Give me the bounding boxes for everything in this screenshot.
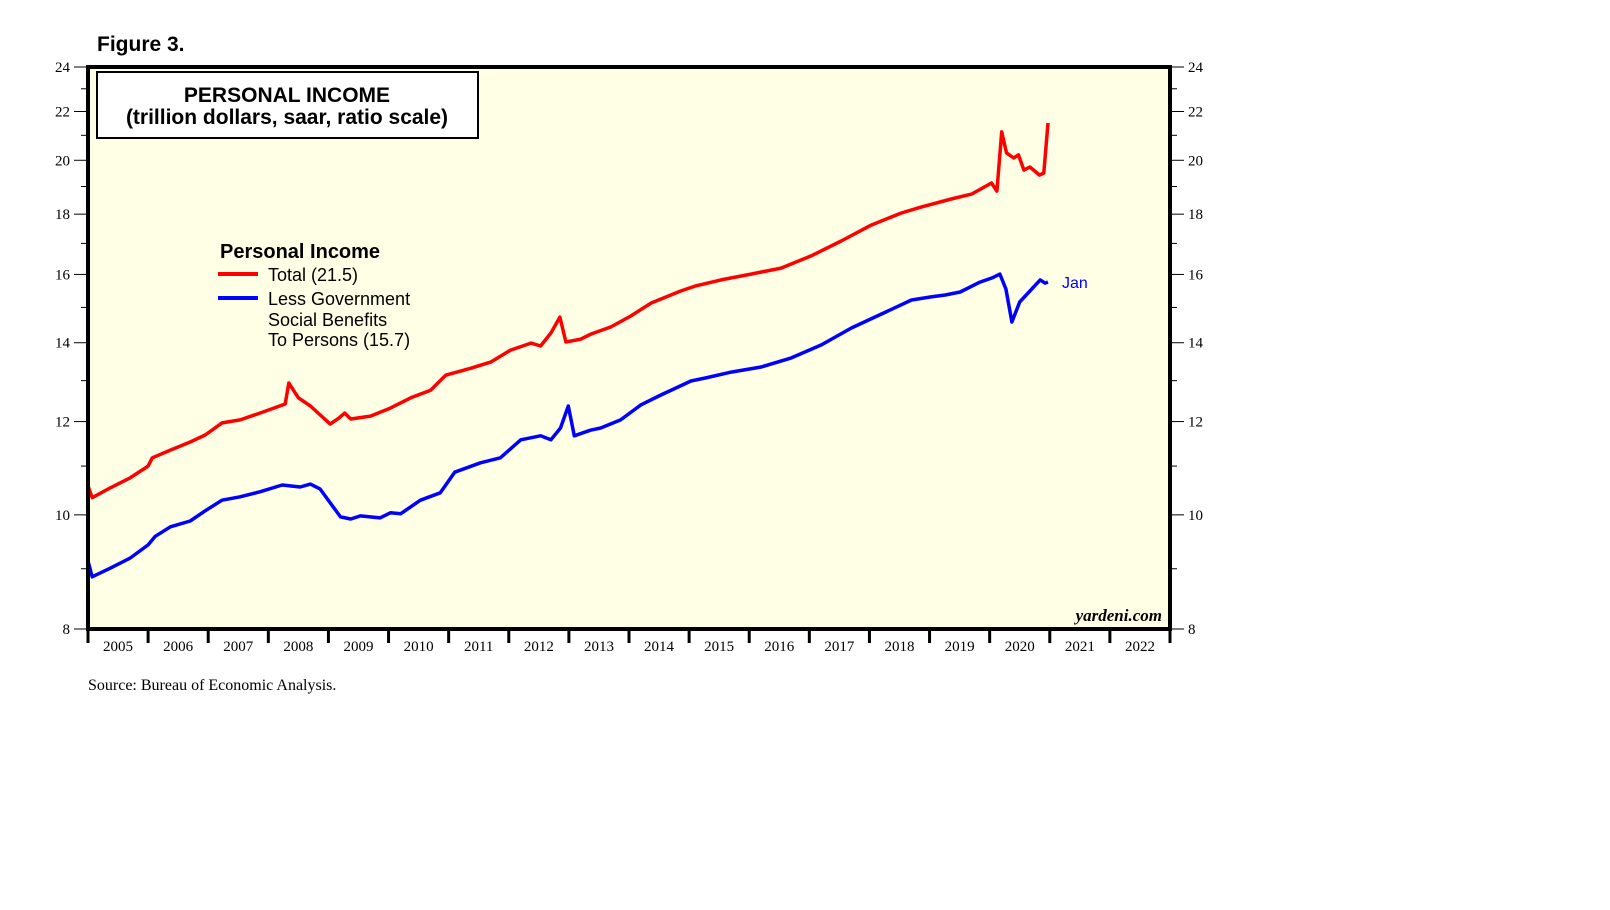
y-tick-label-left: 16	[55, 267, 71, 283]
x-tick-label: 2015	[704, 639, 734, 655]
y-tick-label-right: 16	[1188, 267, 1204, 283]
y-tick-label-left: 14	[55, 336, 71, 352]
y-tick-label-right: 18	[1188, 207, 1203, 223]
legend-label-less-gov-1: Less Government	[268, 289, 410, 309]
y-tick-label-left: 22	[55, 105, 70, 121]
y-tick-label-right: 20	[1188, 153, 1203, 169]
legend-label-less-gov-3: To Persons (15.7)	[268, 330, 410, 350]
chart-title: PERSONAL INCOME	[184, 84, 390, 107]
y-tick-label-right: 8	[1188, 622, 1196, 638]
x-tick-label: 2010	[404, 639, 434, 655]
series-line-total	[86, 122, 1050, 500]
x-tick-label: 2018	[885, 639, 915, 655]
x-tick-label: 2019	[945, 639, 975, 655]
x-tick-label: 2006	[163, 639, 194, 655]
x-tick-label: 2009	[344, 639, 374, 655]
y-tick-label-right: 10	[1188, 508, 1203, 524]
legend-label-total: Total (21.5)	[268, 265, 358, 285]
y-tick-label-left: 10	[55, 508, 70, 524]
x-tick-label: 2021	[1065, 639, 1095, 655]
y-tick-label-right: 14	[1188, 336, 1204, 352]
figure-label: Figure 3.	[97, 33, 185, 56]
plot-area	[88, 67, 1170, 629]
plot-frame	[86, 65, 1172, 631]
x-tick-label: 2020	[1005, 639, 1035, 655]
y-tick-label-left: 12	[55, 415, 70, 431]
watermark: yardeni.com	[1074, 606, 1162, 625]
x-tick-label: 2013	[584, 639, 614, 655]
end-annotation-jan: Jan	[1062, 275, 1088, 292]
x-tick-label: 2022	[1125, 639, 1155, 655]
y-tick-label-right: 22	[1188, 105, 1203, 121]
chart-subtitle: (trillion dollars, saar, ratio scale)	[126, 106, 448, 129]
x-tick-label: 2011	[464, 639, 493, 655]
y-tick-label-left: 18	[55, 207, 70, 223]
legend-title: Personal Income	[220, 241, 380, 263]
x-tick-label: 2007	[223, 639, 254, 655]
legend: Personal Income Total (21.5) Less Govern…	[218, 241, 410, 350]
x-tick-label: 2012	[524, 639, 554, 655]
y-tick-label-right: 24	[1188, 60, 1204, 76]
y-tick-label-right: 12	[1188, 415, 1203, 431]
x-tick-label: 2005	[103, 639, 133, 655]
x-tick-label: 2017	[824, 639, 855, 655]
legend-label-less-gov-2: Social Benefits	[268, 310, 387, 330]
title-box: PERSONAL INCOME (trillion dollars, saar,…	[96, 71, 479, 139]
series-line-less-gov	[86, 272, 1049, 579]
y-tick-label-left: 20	[55, 153, 70, 169]
x-tick-label: 2014	[644, 639, 675, 655]
y-tick-label-left: 8	[63, 622, 71, 638]
x-tick-label: 2008	[283, 639, 313, 655]
series-group	[86, 122, 1050, 579]
source-note: Source: Bureau of Economic Analysis.	[88, 677, 336, 694]
y-tick-label-left: 24	[55, 60, 71, 76]
x-tick-label: 2016	[764, 639, 795, 655]
